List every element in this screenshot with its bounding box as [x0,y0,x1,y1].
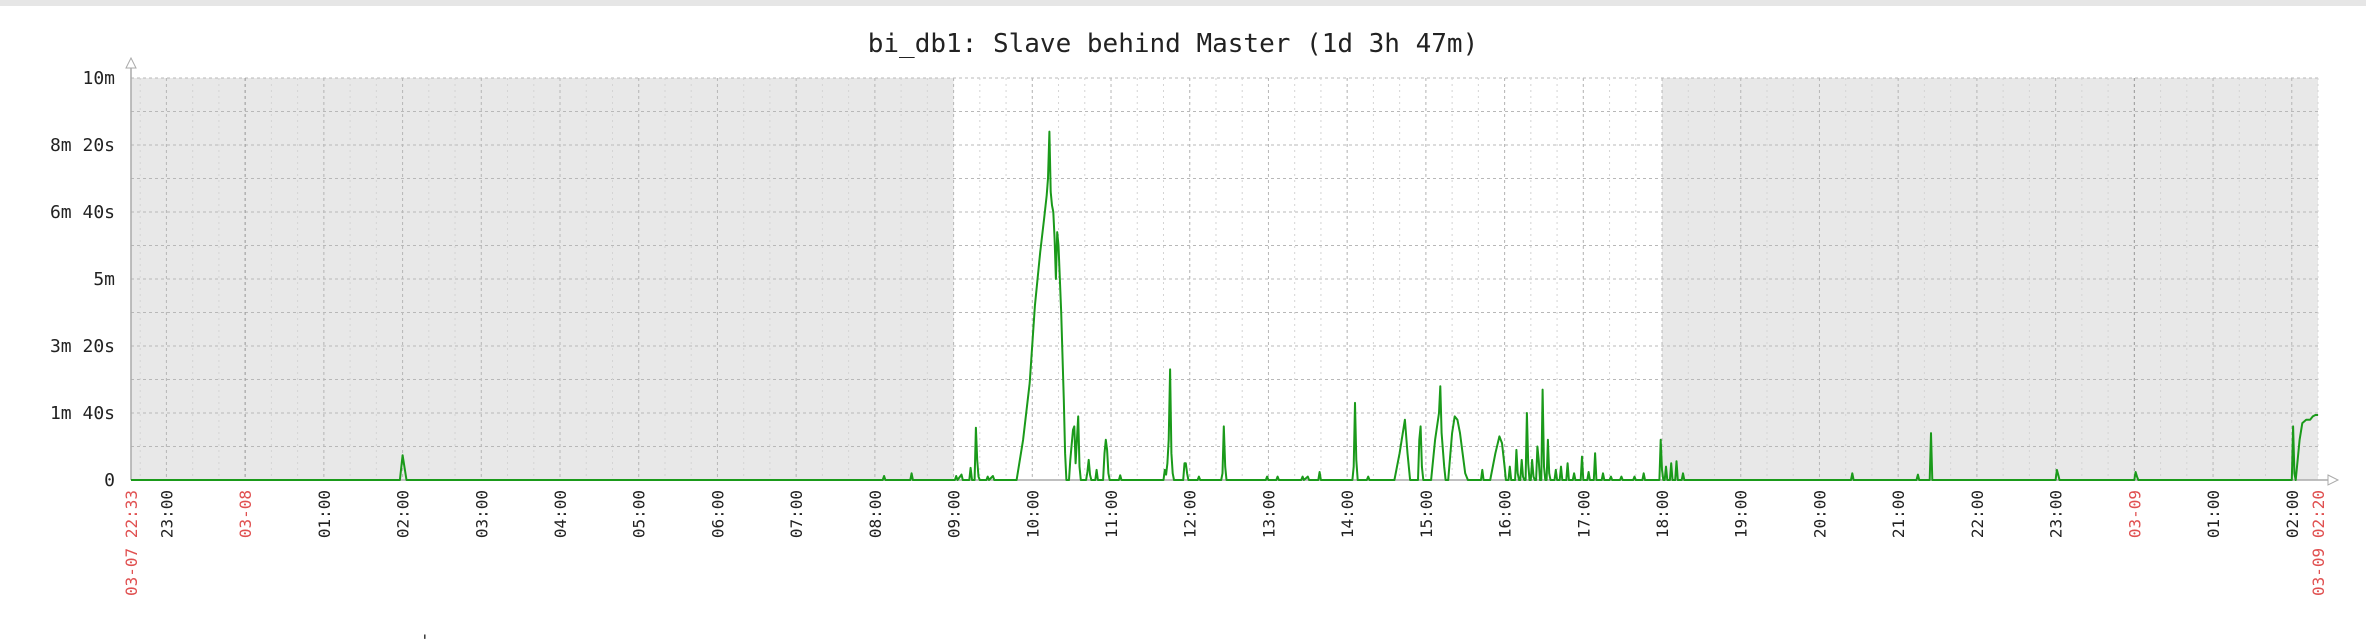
y-tick-labels: 0 1m 40s 3m 20s 5m 6m 40s 8m 20s 10m [50,68,115,491]
y-tick-label: 6m 40s [50,202,115,223]
y-tick-label: 5m [93,269,115,290]
x-end-label: 03-09 02:20 [2309,490,2328,596]
x-tick-label: 08:00 [866,490,885,538]
grid [131,77,2319,481]
x-tick-label: 03-09 [2125,490,2144,538]
x-tick-label: 18:00 [1653,490,1672,538]
y-tick-label: 0 [104,470,115,491]
x-tick-label: 01:00 [2204,490,2223,538]
legend-fragment: ' [420,631,430,644]
x-tick-label: 03-08 [236,490,255,538]
x-tick-label: 14:00 [1338,490,1357,538]
x-start-label: 03-07 22:33 [122,490,141,596]
x-tick-label: 09:00 [945,490,964,538]
series [131,130,2318,481]
x-tick-labels: 03-07 22:33 23:00 03-08 01:00 02:00 03:00 04:0… [122,490,2328,596]
x-tick-label: 07:00 [787,490,806,538]
x-tick-label: 06:00 [708,490,727,538]
x-tick-label: 21:00 [1889,490,1908,538]
series-line [131,130,2318,481]
x-tick-label: 19:00 [1732,490,1751,538]
x-axis-arrow [2327,474,2340,486]
x-tick-label: 04:00 [551,490,570,538]
chart-title: bi_db1: Slave behind Master (1d 3h 47m) [868,29,1478,59]
x-tick-label: 11:00 [1102,490,1121,538]
x-tick-label: 01:00 [315,490,334,538]
y-tick-label: 8m 20s [50,135,115,156]
x-tick-label: 23:00 [157,490,176,538]
x-tick-label: 22:00 [1968,490,1987,538]
y-tick-label: 3m 20s [50,336,115,357]
y-tick-label: 1m 40s [50,403,115,424]
x-tick-label: 05:00 [630,490,649,538]
x-tick-label: 02:00 [394,490,413,538]
x-tick-label: 03:00 [472,490,491,538]
x-tick-label: 02:00 [2283,490,2302,538]
top-bar [0,0,2366,6]
x-tick-label: 16:00 [1496,490,1515,538]
y-axis-arrow [125,56,137,69]
x-tick-label: 10:00 [1023,490,1042,538]
x-tick-label: 15:00 [1417,490,1436,538]
x-tick-label: 23:00 [2047,490,2066,538]
y-tick-label: 10m [82,68,115,89]
x-tick-label: 12:00 [1181,490,1200,538]
x-tick-label: 13:00 [1259,490,1278,538]
x-tick-label: 20:00 [1810,490,1829,538]
x-tick-label: 17:00 [1574,490,1593,538]
